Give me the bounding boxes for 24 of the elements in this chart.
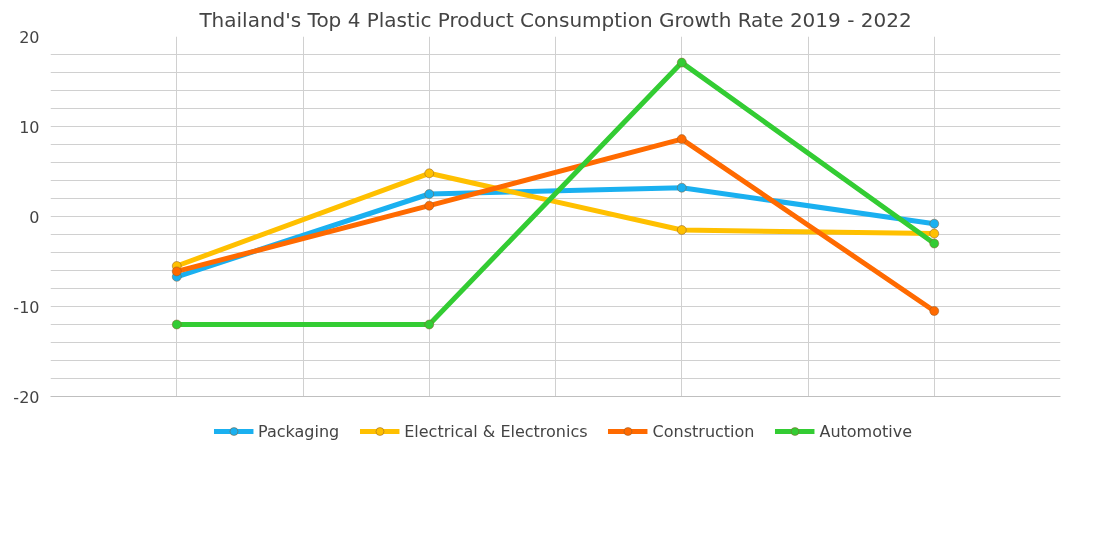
point <box>929 228 939 239</box>
point <box>677 57 687 68</box>
point <box>424 189 434 199</box>
point <box>172 319 182 330</box>
y-tick-label: -20 <box>13 387 40 407</box>
point <box>929 306 939 316</box>
point <box>424 319 434 330</box>
point <box>677 134 687 144</box>
point <box>929 238 939 249</box>
legend-label: Automotive <box>819 421 913 441</box>
legend-label: Electrical & Electronics <box>404 421 588 441</box>
legend-label: Construction <box>652 421 755 441</box>
point <box>677 225 687 235</box>
y-tick-label: 0 <box>29 207 40 227</box>
chart-title: Thailand's Top 4 Plastic Product Consumption Growth Rate 2019 - 2022 <box>198 7 912 32</box>
y-tick-label: -10 <box>13 297 40 317</box>
point <box>677 182 687 193</box>
point <box>424 200 434 211</box>
point <box>172 266 182 277</box>
point <box>929 218 939 229</box>
point <box>424 168 434 179</box>
y-tick-label: 20 <box>19 27 40 47</box>
legend-label: Packaging <box>257 421 340 441</box>
y-tick-label: 10 <box>19 117 40 137</box>
